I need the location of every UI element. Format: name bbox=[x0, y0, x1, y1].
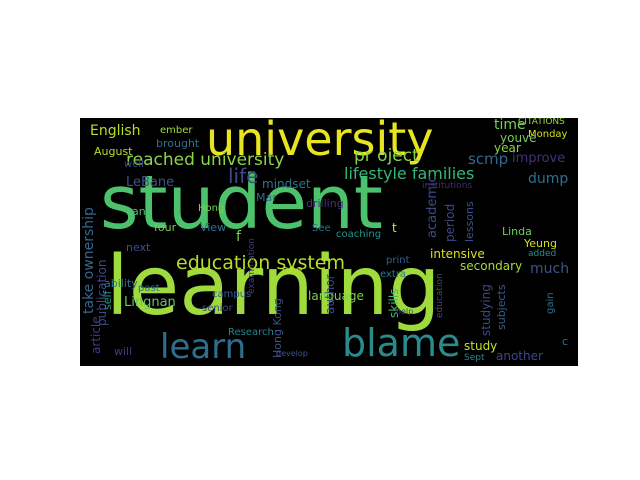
word-Mar: Mar bbox=[256, 191, 277, 204]
word-gain: gain bbox=[545, 292, 556, 314]
word-added: added bbox=[528, 249, 557, 259]
word-period: period bbox=[443, 203, 457, 242]
word-LeBane: LeBane bbox=[126, 175, 175, 190]
word-extra: extra bbox=[380, 269, 407, 280]
word-print: print bbox=[386, 255, 410, 266]
word-time: time bbox=[494, 118, 526, 133]
word-View: View bbox=[200, 221, 227, 234]
word-reached-university: reached university bbox=[126, 150, 285, 170]
word-ability: ability bbox=[104, 277, 138, 290]
word-intensive: intensive bbox=[430, 247, 485, 261]
word-f: f bbox=[236, 229, 241, 245]
word-develop: develop bbox=[276, 349, 308, 358]
word-senior: senior bbox=[202, 303, 233, 314]
word-drilling: drilling bbox=[306, 197, 344, 210]
word-CITATIONS: CITATIONS bbox=[518, 118, 565, 127]
word-take-ownership: take ownership bbox=[81, 207, 97, 314]
word-brought: brought bbox=[156, 137, 200, 150]
word-Sept: Sept bbox=[464, 353, 485, 363]
word-scmp: scmp bbox=[468, 150, 509, 168]
word-dump: dump bbox=[528, 171, 569, 187]
word-Lingnan: Lingnan bbox=[124, 295, 176, 310]
word-past: past bbox=[138, 283, 160, 294]
word-Hong: Hong bbox=[198, 203, 225, 214]
word-four: four bbox=[154, 221, 177, 234]
word-university: university bbox=[206, 118, 434, 166]
word-Yeung: Yeung bbox=[524, 237, 557, 250]
word-much: much bbox=[530, 261, 570, 277]
word-author: author bbox=[323, 274, 337, 314]
word-Monday: Monday bbox=[528, 129, 568, 140]
word-campus: campus bbox=[212, 289, 252, 300]
word-study: study bbox=[464, 339, 498, 353]
word-Linda: Linda bbox=[502, 225, 532, 238]
word-life: life bbox=[228, 164, 259, 188]
word-self: self bbox=[101, 290, 114, 310]
word-year: year bbox=[494, 141, 521, 155]
word-subjects: subjects bbox=[495, 284, 508, 330]
word-next: next bbox=[126, 241, 151, 254]
word-student: student bbox=[100, 160, 383, 246]
word-pr-oject: pr oject bbox=[354, 146, 419, 166]
word-blame: blame bbox=[342, 321, 461, 365]
word-August: August bbox=[94, 145, 133, 158]
word-language: language bbox=[308, 289, 364, 303]
word-education-system: education system bbox=[176, 252, 346, 274]
word-institutions: institutions bbox=[422, 181, 473, 191]
word-c: c bbox=[562, 335, 569, 348]
word-Research: Research bbox=[228, 327, 274, 338]
word-lessons: lessons bbox=[463, 201, 476, 242]
word-lifestyle-families: lifestyle families bbox=[344, 164, 475, 183]
word-See: See bbox=[312, 223, 331, 234]
word-t: t bbox=[392, 221, 397, 235]
word-youve: youve bbox=[500, 131, 537, 145]
word-one: one bbox=[282, 263, 303, 276]
word-well: well bbox=[124, 159, 144, 170]
word-learning: learning bbox=[106, 239, 441, 334]
word-learn: learn bbox=[160, 327, 247, 366]
word-studying: studying bbox=[479, 284, 493, 336]
word-examination: examination bbox=[247, 238, 257, 294]
word-secondary: secondary bbox=[460, 259, 523, 273]
word-cloud: student learning university blame learn … bbox=[80, 118, 578, 366]
word-another: another bbox=[496, 349, 543, 363]
word-education: education bbox=[435, 273, 445, 318]
word-article: article bbox=[89, 316, 103, 354]
word-English: English bbox=[90, 123, 141, 139]
word-ember: ember bbox=[160, 125, 193, 136]
word-help: help bbox=[396, 307, 414, 316]
word-coaching: coaching bbox=[336, 229, 382, 240]
word-mindset: mindset bbox=[262, 177, 311, 191]
word-improve: improve bbox=[512, 151, 566, 166]
word-cant: cant bbox=[126, 205, 151, 218]
word-will: will bbox=[114, 345, 133, 358]
